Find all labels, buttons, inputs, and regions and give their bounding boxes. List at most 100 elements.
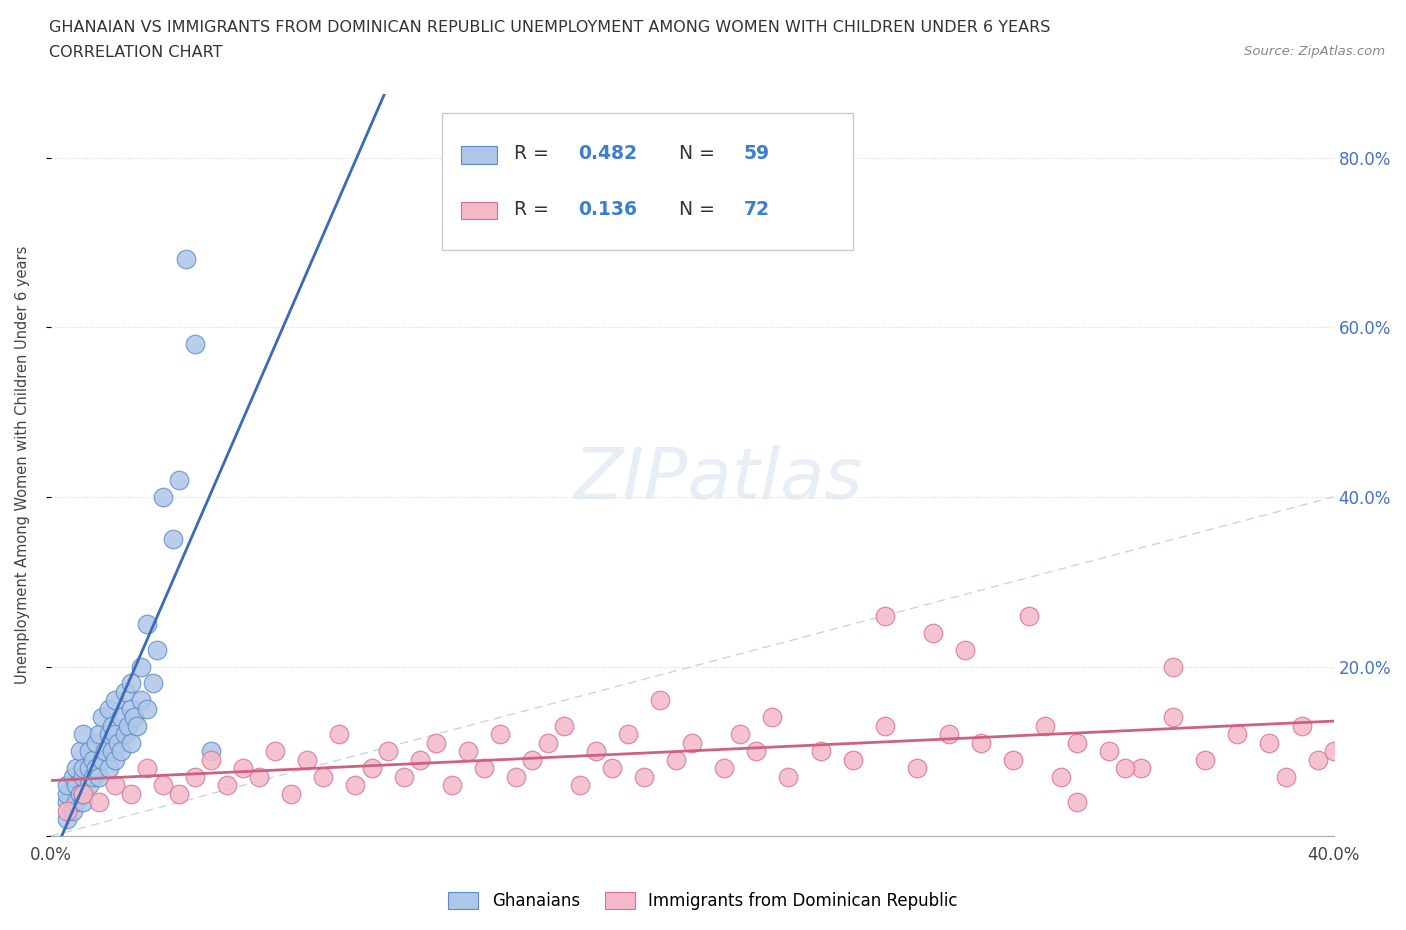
Point [408, 752, 430, 767]
Point [312, 769, 335, 784]
Point [184, 769, 207, 784]
Point [72, 786, 94, 801]
Text: ZIPatlas: ZIPatlas [574, 445, 862, 514]
Point [1018, 608, 1040, 623]
Point [56, 804, 79, 818]
Point [104, 752, 127, 767]
Point [1050, 769, 1073, 784]
Point [97, 761, 120, 776]
Point [425, 736, 447, 751]
Point [200, 752, 222, 767]
Point [104, 693, 127, 708]
Point [377, 744, 399, 759]
Point [129, 659, 152, 674]
Point [72, 786, 94, 801]
Point [457, 744, 479, 759]
Point [162, 532, 184, 547]
FancyBboxPatch shape [461, 202, 498, 219]
Point [136, 617, 159, 631]
Point [970, 736, 993, 751]
Point [107, 736, 129, 751]
Point [79, 761, 101, 776]
Point [145, 642, 167, 657]
Point [174, 252, 197, 267]
Point [56, 812, 79, 827]
Point [873, 608, 896, 623]
Point [488, 727, 510, 742]
Point [114, 727, 136, 742]
Point [136, 701, 159, 716]
Point [537, 736, 560, 751]
Point [97, 701, 120, 716]
Point [1291, 719, 1313, 734]
Point [72, 795, 94, 810]
Y-axis label: Unemployment Among Women with Children Under 6 years: Unemployment Among Women with Children U… [15, 246, 30, 684]
Point [152, 489, 174, 504]
Point [1114, 761, 1136, 776]
Point [56, 777, 79, 792]
Point [217, 777, 239, 792]
Text: N =: N = [679, 144, 721, 163]
Point [1161, 710, 1184, 724]
Point [87, 795, 110, 810]
Point [122, 710, 145, 724]
Point [72, 761, 94, 776]
Point [280, 786, 302, 801]
Point [84, 761, 107, 776]
Text: 0.482: 0.482 [578, 144, 637, 163]
Point [713, 761, 735, 776]
Point [84, 736, 107, 751]
Point [553, 719, 575, 734]
Point [440, 777, 463, 792]
Point [69, 744, 91, 759]
Point [905, 761, 928, 776]
Point [142, 676, 165, 691]
Point [1258, 736, 1281, 751]
Point [297, 752, 319, 767]
Point [633, 769, 655, 784]
Point [1066, 795, 1088, 810]
Point [127, 719, 149, 734]
Point [520, 752, 543, 767]
FancyBboxPatch shape [441, 113, 852, 250]
Point [1001, 752, 1024, 767]
Point [617, 727, 640, 742]
Point [247, 769, 270, 784]
Point [69, 786, 91, 801]
Legend: Ghanaians, Immigrants from Dominican Republic: Ghanaians, Immigrants from Dominican Rep… [441, 885, 965, 917]
Point [94, 744, 117, 759]
Point [1098, 744, 1121, 759]
Point [100, 719, 122, 734]
Point [117, 719, 139, 734]
FancyBboxPatch shape [461, 146, 498, 164]
Point [264, 744, 287, 759]
Point [104, 727, 127, 742]
Point [82, 752, 104, 767]
Point [91, 752, 114, 767]
Point [665, 752, 688, 767]
Point [110, 710, 132, 724]
Point [1130, 761, 1153, 776]
Point [129, 693, 152, 708]
Point [97, 727, 120, 742]
Point [232, 761, 254, 776]
Point [953, 642, 976, 657]
Point [82, 769, 104, 784]
Point [778, 769, 800, 784]
Point [120, 701, 142, 716]
Point [104, 777, 127, 792]
Point [110, 744, 132, 759]
Point [79, 744, 101, 759]
Point [1033, 719, 1056, 734]
Point [344, 777, 367, 792]
Point [65, 777, 87, 792]
Point [921, 625, 943, 640]
Point [1274, 769, 1296, 784]
Text: Source: ZipAtlas.com: Source: ZipAtlas.com [1244, 45, 1385, 58]
Point [472, 761, 495, 776]
Point [72, 727, 94, 742]
Text: 59: 59 [744, 144, 769, 163]
Text: R =: R = [515, 144, 555, 163]
Point [1066, 736, 1088, 751]
Point [810, 744, 832, 759]
